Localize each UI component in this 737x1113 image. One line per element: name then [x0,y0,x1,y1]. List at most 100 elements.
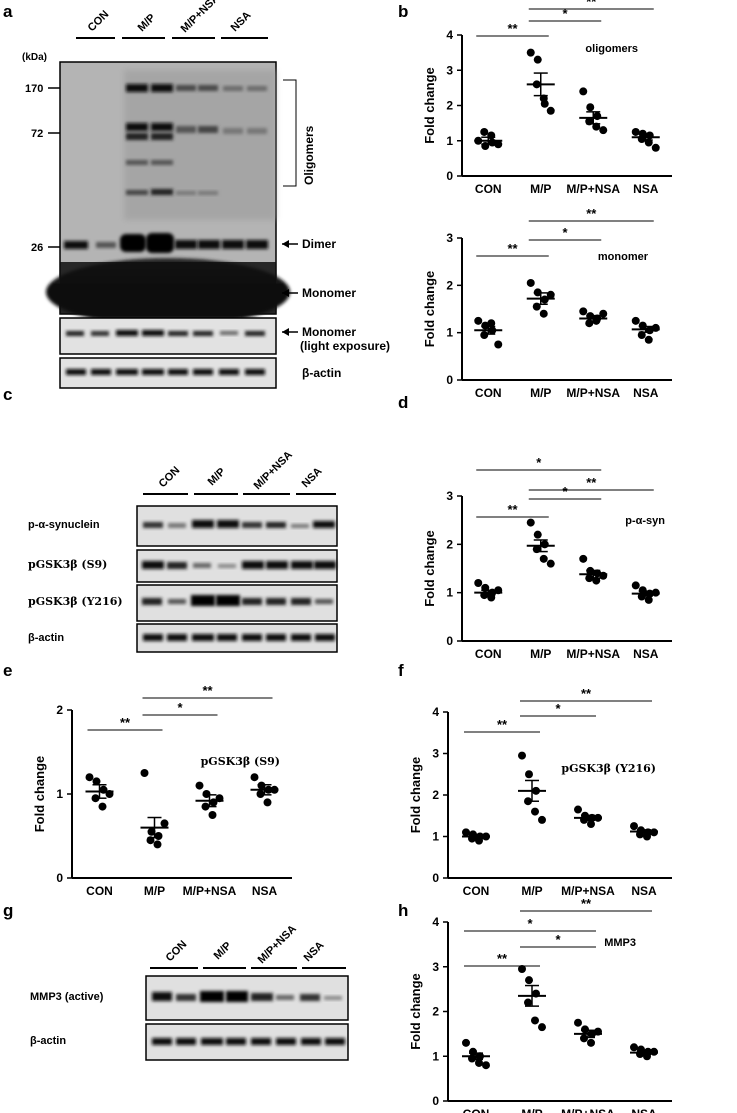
data-point [579,87,588,96]
actin-label-a: β-actin [302,366,341,380]
significance-label: * [177,700,183,715]
y-tick-label: 0 [446,634,453,648]
row-label-gsk-y216: pGSK3β (Y216) [28,595,123,608]
data-point [525,770,533,779]
data-point [586,103,595,112]
significance-label: ** [581,896,592,911]
y-axis-label: Fold change [408,973,423,1050]
data-point [481,321,490,330]
lane-label-mp-g: M/P [212,940,234,962]
lane-label-mp-c: M/P [206,466,228,488]
significance-label: ** [120,715,131,730]
significance-label: ** [507,21,518,36]
y-tick-label: 1 [446,326,453,340]
x-tick-label: NSA [631,884,657,898]
data-point [643,832,651,841]
y-tick-label: 3 [446,63,453,77]
data-point [574,1018,582,1027]
x-tick-label: M/P [521,884,542,898]
x-tick-label: NSA [631,1107,657,1113]
data-point [593,112,602,121]
x-tick-label: M/P+NSA [561,884,615,898]
y-tick-label: 1 [446,134,453,148]
data-point [526,518,535,527]
significance-label: ** [586,0,597,9]
data-point [526,48,535,57]
blot-g-actin-strip [145,1023,349,1061]
blot-a-actin-strip [59,357,277,389]
data-point [462,828,470,837]
data-point [140,769,149,777]
y-tick-label: 2 [432,788,439,802]
lane-label-mpnsa-c: M/P+NSA [252,449,295,492]
y-tick-label: 2 [446,278,453,292]
blot-c-gsk-y216-strip [136,584,338,622]
data-point [580,1034,588,1043]
data-point [579,307,588,316]
significance-label: * [527,916,533,931]
blot-a-light-exposure-strip [59,317,277,355]
y-tick-label: 4 [446,28,453,42]
y-tick-label: 2 [432,1005,439,1019]
data-point [533,530,542,539]
significance-label: * [562,484,568,499]
lane-label-mpnsa-g: M/P+NSA [256,923,299,966]
monomer-arrow-icon [282,289,298,297]
marker-170: 170 [25,83,43,95]
significance-label: * [562,225,568,240]
x-tick-label: M/P+NSA [566,386,620,400]
significance-label: ** [586,475,597,490]
significance-label: * [536,455,542,470]
y-tick-label: 1 [432,1049,439,1063]
row-label-p-syn: p-α-synuclein [28,519,100,531]
x-tick-label: NSA [633,386,659,400]
blot-c-gsk-s9-strip [136,549,338,583]
data-point [154,832,163,840]
data-point [250,773,259,782]
data-point [631,127,640,136]
blot-a-lane-headers: CON M/P M/P+NSA NSA [76,0,268,39]
y-tick-label: 3 [432,960,439,974]
data-point [208,811,217,819]
y-tick-label: 1 [446,586,453,600]
data-point [587,1038,595,1047]
data-point [645,131,654,140]
row-label-mmp3: MMP3 (active) [30,991,104,1003]
oligomers-bracket [283,79,297,187]
blot-c-psyn-strip [136,505,338,547]
data-point [85,773,94,782]
dimer-label: Dimer [302,237,336,251]
data-point [518,964,526,973]
data-point [533,55,542,64]
chart-annotation: monomer [598,251,649,263]
data-point [160,819,169,828]
x-tick-label: M/P [530,182,551,196]
significance-label: * [562,6,568,21]
lane-label-mp: M/P [136,12,158,34]
y-tick-label: 1 [56,787,63,801]
data-point [630,1043,638,1052]
data-point [651,143,660,152]
data-point [494,340,503,349]
significance-label: ** [497,717,508,732]
data-point [195,781,204,790]
data-point [538,1023,546,1032]
data-point [546,290,555,299]
x-tick-label: M/P+NSA [566,182,620,196]
data-point [581,1025,589,1034]
significance-label: ** [581,686,592,701]
significance-label: * [555,932,561,947]
data-point [153,840,162,849]
data-point [574,805,582,814]
data-point [644,335,653,344]
data-point [592,122,601,131]
data-point [524,998,532,1007]
x-tick-label: NSA [633,647,659,661]
data-point [587,820,595,829]
y-tick-label: 1 [432,830,439,844]
data-point [539,554,548,563]
data-point [546,559,555,568]
y-tick-label: 0 [432,1094,439,1108]
